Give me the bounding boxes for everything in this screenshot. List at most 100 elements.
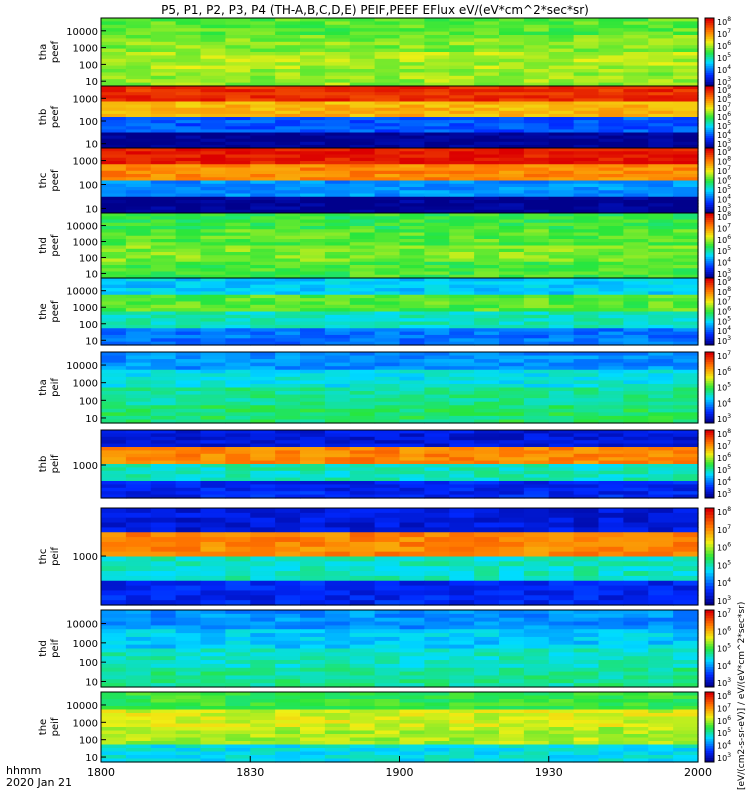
heatmap-cell [474, 683, 500, 688]
heatmap-cell [573, 484, 600, 489]
heatmap-cell [474, 369, 500, 374]
colorbar-step [705, 154, 714, 158]
heatmap-cell [648, 255, 674, 260]
heatmap-cell [101, 457, 127, 462]
heatmap-cell [374, 571, 401, 577]
heatmap-cell [175, 82, 202, 87]
heatmap-cell [648, 261, 674, 266]
heatmap-cell [474, 656, 500, 661]
heatmap-cell [200, 101, 226, 106]
heatmap-cell [324, 164, 351, 169]
colorbar-step [705, 300, 714, 304]
heatmap-cell [648, 126, 674, 130]
heatmap-cell [523, 453, 550, 458]
heatmap-cell [175, 52, 202, 56]
colorbar-step [705, 54, 714, 58]
heatmap-cell [573, 24, 600, 29]
heatmap-cell [200, 55, 226, 60]
heatmap-cell [349, 517, 376, 524]
heatmap-cell [300, 226, 326, 230]
heatmap-cell [548, 663, 575, 669]
colorbar-step [705, 20, 714, 24]
heatmap-cell [523, 239, 550, 243]
heatmap-cell [101, 170, 127, 175]
heatmap-cell [200, 433, 226, 438]
heatmap-cell [598, 334, 624, 339]
heatmap-cell [474, 675, 500, 680]
heatmap-cell [175, 304, 202, 309]
heatmap-cell [499, 376, 525, 381]
heatmap-cell [673, 334, 699, 339]
heatmap-cell [573, 226, 600, 230]
heatmap-cell [399, 52, 425, 56]
heatmap-cell [548, 453, 575, 458]
heatmap-cell [424, 278, 450, 282]
heatmap-cell [250, 667, 276, 673]
heatmap-cell [598, 311, 624, 316]
heatmap-cell [225, 28, 251, 33]
heatmap-cell [225, 720, 251, 725]
heatmap-cell [225, 31, 251, 36]
heatmap-cell [200, 556, 226, 562]
heatmap-cell [474, 512, 500, 519]
heatmap-cell [648, 575, 674, 582]
heatmap-cell [374, 148, 401, 152]
heatmap-cell [499, 193, 525, 198]
heatmap-cell [200, 92, 226, 96]
heatmap-cell [499, 621, 525, 626]
heatmap-cell [250, 190, 276, 195]
heatmap-cell [523, 457, 550, 462]
colorbar-step [705, 320, 714, 324]
heatmap-cell [250, 331, 276, 336]
heatmap-cell [300, 174, 326, 178]
heatmap-cell [474, 595, 500, 601]
colorbar-tick-label: 106 [717, 40, 731, 51]
heatmap-cell [673, 470, 699, 475]
heatmap-cell [300, 366, 326, 371]
heatmap-cell [324, 79, 351, 84]
heatmap-cell [349, 537, 376, 543]
heatmap-cell [399, 723, 425, 728]
heatmap-cell [548, 692, 575, 697]
heatmap-cell [250, 281, 276, 286]
heatmap-cell [349, 41, 376, 46]
heatmap-cell [175, 723, 202, 728]
heatmap-cell [548, 695, 575, 700]
heatmap-cell [648, 470, 674, 475]
heatmap-cell [300, 644, 326, 650]
colorbar-step [705, 275, 714, 279]
heatmap-cell [300, 640, 326, 646]
heatmap-cell [573, 401, 600, 406]
heatmap-cell [374, 600, 401, 606]
heatmap-cell [499, 338, 525, 343]
heatmap-cell [250, 561, 276, 567]
heatmap-cell [250, 255, 276, 260]
heatmap-cell [250, 380, 276, 385]
heatmap-cell [499, 294, 525, 299]
heatmap-cell [349, 232, 376, 237]
heatmap-cell [225, 213, 251, 217]
heatmap-cell [250, 216, 276, 221]
heatmap-cell [125, 328, 152, 333]
heatmap-cell [573, 89, 600, 93]
heatmap-cell [673, 380, 699, 385]
heatmap-cell [648, 258, 674, 263]
heatmap-cell [250, 675, 276, 680]
heatmap-cell [125, 248, 152, 253]
heatmap-cell [499, 209, 525, 214]
colorbar-step [705, 340, 714, 344]
heatmap-cell [175, 28, 202, 33]
heatmap-cell [175, 467, 202, 472]
heatmap-cell [548, 123, 575, 127]
heatmap-cell [150, 271, 177, 276]
heatmap-cell [523, 440, 550, 445]
heatmap-cell [573, 699, 600, 704]
heatmap-cell [673, 324, 699, 329]
heatmap-cell [648, 268, 674, 273]
heatmap-cell [623, 235, 649, 240]
heatmap-cell [424, 216, 450, 221]
heatmap-cell [125, 537, 152, 543]
heatmap-cell [150, 110, 177, 115]
heatmap-cell [499, 494, 525, 499]
heatmap-cell [598, 613, 624, 619]
